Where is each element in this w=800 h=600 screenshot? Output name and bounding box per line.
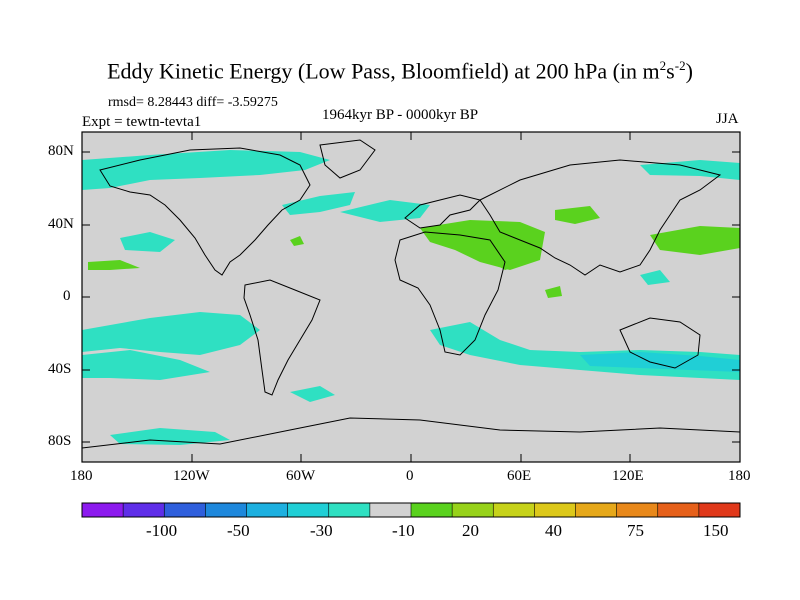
colorbar-label: -100 bbox=[146, 521, 178, 540]
coast-antarctica bbox=[82, 417, 740, 449]
colorbar-label: -10 bbox=[392, 521, 415, 540]
colorbar-swatch bbox=[123, 503, 165, 517]
colorbar-swatch bbox=[452, 503, 494, 517]
colorbar-label: 75 bbox=[627, 521, 644, 540]
pos-region-north-atlantic bbox=[88, 260, 140, 270]
coast-asia bbox=[479, 159, 722, 276]
lon-label: 180 bbox=[728, 468, 751, 484]
colorbar-label: 40 bbox=[545, 521, 562, 540]
colorbar-label: 20 bbox=[462, 521, 479, 540]
pos-region-central-asia bbox=[555, 206, 600, 224]
coast-europe bbox=[404, 194, 481, 229]
colorbar-swatch bbox=[246, 503, 289, 517]
pos-region-east-asia bbox=[650, 226, 740, 255]
contour-fills bbox=[82, 150, 740, 445]
pos-region-small-atl bbox=[290, 236, 304, 246]
colorbar-swatch bbox=[82, 503, 124, 517]
lon-label: 120E bbox=[612, 468, 644, 484]
neg-region-north-atlantic bbox=[282, 192, 355, 215]
colorbar-swatch bbox=[328, 503, 371, 517]
neg-region-indian bbox=[580, 352, 740, 372]
lat-label: 40S bbox=[48, 361, 72, 377]
colorbar-swatch bbox=[411, 503, 453, 517]
neg-region-south-pacific bbox=[82, 312, 260, 355]
lon-label: 180 bbox=[70, 468, 93, 484]
lon-label: 60W bbox=[286, 468, 316, 484]
neg-region-east-asia bbox=[640, 160, 740, 180]
colorbar-swatch bbox=[493, 503, 535, 517]
neg-region-south-pacific-2 bbox=[82, 350, 210, 380]
neg-region-north-pacific-lower bbox=[120, 232, 175, 252]
colorbar-swatch bbox=[369, 503, 412, 517]
lon-label: 120W bbox=[173, 468, 210, 484]
neg-region-north-pacific bbox=[82, 150, 330, 190]
colorbar-label: -50 bbox=[227, 521, 250, 540]
colorbar-swatch bbox=[616, 503, 659, 517]
colorbar-swatch bbox=[657, 503, 700, 517]
pos-region-arabia bbox=[480, 250, 530, 270]
stats-label: rmsd= 8.28443 diff= -3.59275 bbox=[108, 95, 278, 110]
lon-label: 0 bbox=[406, 468, 414, 484]
colorbar-label: 150 bbox=[703, 521, 729, 540]
neg-region-w-pacific-small bbox=[640, 270, 670, 285]
neg-region-south-atlantic bbox=[290, 386, 335, 402]
period-label: 1964kyr BP - 0000kyr BP bbox=[322, 107, 479, 123]
axis-ticks bbox=[82, 132, 740, 462]
colorbar-swatch bbox=[698, 503, 741, 517]
coast-greenland bbox=[319, 139, 376, 179]
coast-south-america bbox=[243, 279, 321, 396]
lat-label: 0 bbox=[63, 288, 71, 304]
pos-region-small-ind bbox=[545, 286, 562, 298]
lat-label: 80N bbox=[48, 143, 74, 159]
coast-australia bbox=[619, 317, 701, 369]
coast-north-america bbox=[99, 147, 311, 276]
lat-label: 80S bbox=[48, 433, 72, 449]
lon-label: 60E bbox=[507, 468, 532, 484]
colorbar-label: -30 bbox=[310, 521, 333, 540]
map-background bbox=[82, 132, 740, 462]
lat-label: 40N bbox=[48, 216, 74, 232]
coast-africa bbox=[394, 231, 506, 356]
colorbar-swatch bbox=[205, 503, 247, 517]
expt-label: Expt = tewtn-tevta1 bbox=[82, 114, 202, 130]
season-label: JJA bbox=[716, 111, 739, 127]
neg-region-na-east bbox=[340, 200, 430, 222]
colorbar bbox=[82, 503, 741, 517]
plot-title: Eddy Kinetic Energy (Low Pass, Bloomfiel… bbox=[107, 58, 693, 84]
coastlines bbox=[82, 139, 740, 449]
colorbar-swatch bbox=[575, 503, 618, 517]
colorbar-frame bbox=[81, 502, 741, 518]
colorbar-swatch bbox=[534, 503, 576, 517]
colorbar-swatch bbox=[164, 503, 206, 517]
colorbar-swatch bbox=[287, 503, 330, 517]
